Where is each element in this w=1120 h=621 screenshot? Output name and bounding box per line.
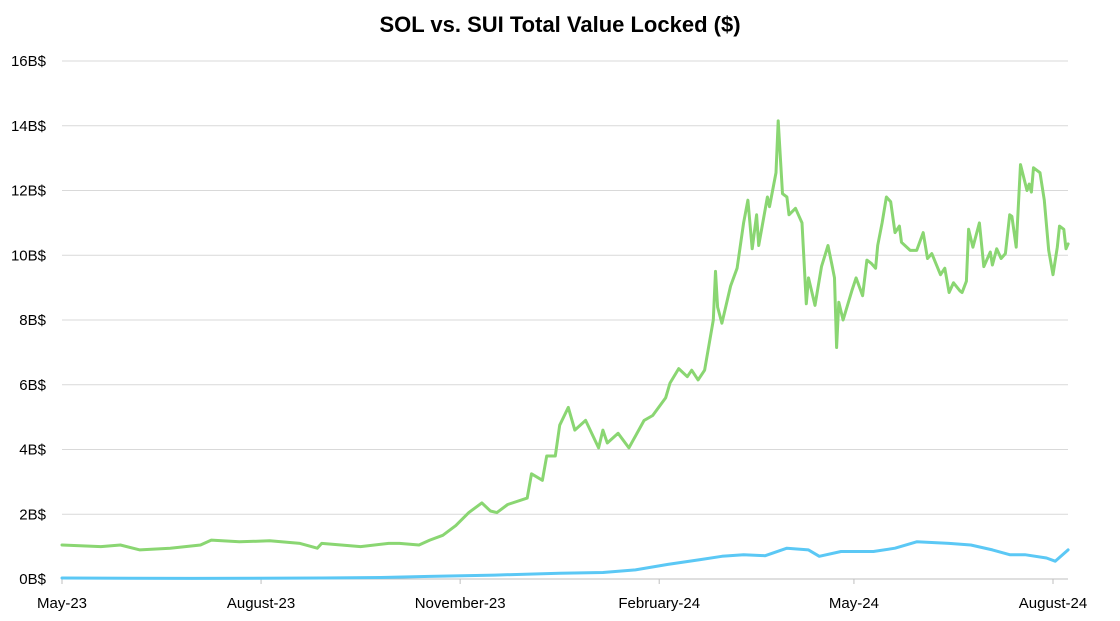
x-axis-ticks: May-23 August-23 November-23 February-24 May… bbox=[37, 579, 1087, 612]
x-tick-label: August-23 bbox=[227, 595, 295, 612]
y-tick-label: 10B$ bbox=[11, 247, 47, 264]
y-tick-label: 16B$ bbox=[11, 53, 47, 70]
y-tick-label: 12B$ bbox=[11, 183, 47, 200]
series-line-sol bbox=[60, 119, 1070, 552]
y-tick-label: 14B$ bbox=[11, 118, 47, 135]
x-tick-label: November-23 bbox=[415, 595, 506, 612]
series-line-sui bbox=[60, 540, 1070, 580]
series-lines bbox=[60, 119, 1070, 580]
x-tick-label: May-23 bbox=[37, 595, 87, 612]
y-tick-label: 2B$ bbox=[19, 506, 46, 523]
x-tick-label: August-24 bbox=[1019, 595, 1087, 612]
y-tick-label: 4B$ bbox=[19, 442, 46, 459]
x-tick-label: February-24 bbox=[618, 595, 700, 612]
y-tick-label: 6B$ bbox=[19, 377, 46, 394]
y-tick-label: 8B$ bbox=[19, 312, 46, 329]
x-tick-label: May-24 bbox=[829, 595, 879, 612]
y-tick-label: 0B$ bbox=[19, 571, 46, 588]
y-axis-ticks: 0B$ 2B$ 4B$ 6B$ 8B$ 10B$ 12B$ 14B$ 16B$ bbox=[11, 53, 47, 588]
gridlines bbox=[62, 60, 1068, 580]
chart-title: SOL vs. SUI Total Value Locked ($) bbox=[379, 12, 741, 37]
